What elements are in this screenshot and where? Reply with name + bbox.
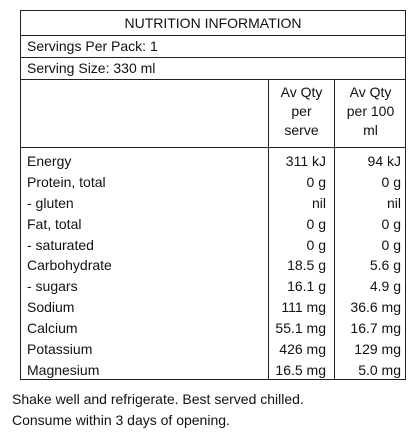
serving-size: Serving Size: 330 ml: [21, 58, 405, 80]
per-100ml-value: 4.9 g: [369, 278, 401, 295]
header-per-serve-line: per: [291, 103, 312, 119]
header-rule: [21, 147, 405, 148]
per-100ml-value: 5.0 mg: [358, 361, 401, 378]
per-100ml-value: 94 kJ: [367, 153, 401, 169]
header-per-serve-line: Av Qty: [280, 84, 323, 100]
nutrient-name: Magnesium: [27, 361, 100, 378]
per-serve-value: 426 mg: [279, 341, 326, 358]
per-serve-value: 18.5 g: [287, 257, 326, 274]
header-per-100ml-line: per 100: [346, 103, 395, 119]
per-100ml-value: 36.6 mg: [350, 299, 401, 316]
table-row: Magnesium 16.5 mg 5.0 mg: [21, 360, 405, 381]
table-row: - sugars 16.1 g 4.9 g: [21, 276, 405, 297]
per-serve-value: 16.1 g: [287, 278, 326, 295]
per-serve-value: nil: [311, 194, 326, 211]
per-100ml-value: 0 g: [381, 173, 401, 190]
per-serve-value: 55.1 mg: [275, 320, 326, 337]
nutrition-panel: NUTRITION INFORMATION Servings Per Pack:…: [20, 10, 406, 380]
storage-note-line: Consume within 3 days of opening.: [12, 412, 230, 428]
table-row: Calcium 55.1 mg 16.7 mg: [21, 318, 405, 339]
per-100ml-value: 16.7 mg: [350, 320, 401, 337]
table-row: Fat, total 0 g 0 g: [21, 214, 405, 235]
per-serve-value: 0 g: [306, 215, 326, 232]
header-per-100ml: Av Qty per 100 ml: [335, 83, 406, 140]
header-per-serve: Av Qty per serve: [269, 83, 334, 140]
column-divider: [268, 80, 269, 379]
table-row: - saturated 0 g 0 g: [21, 235, 405, 256]
nutrient-name: Sodium: [27, 299, 75, 316]
header-per-100ml-line: Av Qty: [349, 84, 392, 100]
table-row: - gluten nil nil: [21, 193, 405, 214]
header-per-100ml-line: ml: [363, 122, 378, 138]
nutrient-name: - saturated: [27, 236, 94, 253]
nutrient-name: - gluten: [27, 194, 74, 211]
per-serve-value: 311 kJ: [285, 153, 326, 169]
nutrient-name: Carbohydrate: [27, 257, 112, 274]
header-per-serve-line: serve: [284, 122, 319, 138]
per-100ml-value: 0 g: [381, 215, 401, 232]
table-row: Carbohydrate 18.5 g 5.6 g: [21, 255, 405, 276]
table-row: Sodium 111 mg 36.6 mg: [21, 297, 405, 318]
per-100ml-value: nil: [386, 194, 401, 211]
table-row: Potassium 426 mg 129 mg: [21, 339, 405, 360]
per-serve-value: 0 g: [306, 173, 326, 190]
storage-note-line: Shake well and refrigerate. Best served …: [12, 391, 304, 407]
table-row: Energy 311 kJ 94 kJ: [21, 151, 405, 172]
nutrient-name: Fat, total: [27, 215, 82, 232]
servings-per-pack: Servings Per Pack: 1: [21, 36, 405, 58]
nutrient-name: Calcium: [27, 320, 78, 337]
storage-notes: Shake well and refrigerate. Best served …: [12, 389, 304, 431]
nutrient-name: Energy: [27, 153, 72, 169]
per-serve-value: 111 mg: [281, 299, 326, 316]
nutrient-rows: Energy 311 kJ 94 kJ Protein, total 0 g 0…: [21, 151, 405, 381]
per-serve-value: 0 g: [306, 236, 326, 253]
table-row: Protein, total 0 g 0 g: [21, 172, 405, 193]
nutrient-name: Potassium: [27, 341, 93, 358]
per-100ml-value: 0 g: [381, 236, 401, 253]
column-divider: [334, 80, 335, 379]
nutrient-name: - sugars: [27, 278, 78, 295]
per-serve-value: 16.5 mg: [275, 361, 326, 378]
per-100ml-value: 129 mg: [354, 341, 401, 358]
per-100ml-value: 5.6 g: [369, 257, 401, 274]
panel-title: NUTRITION INFORMATION: [21, 11, 405, 36]
nutrient-name: Protein, total: [27, 173, 106, 190]
